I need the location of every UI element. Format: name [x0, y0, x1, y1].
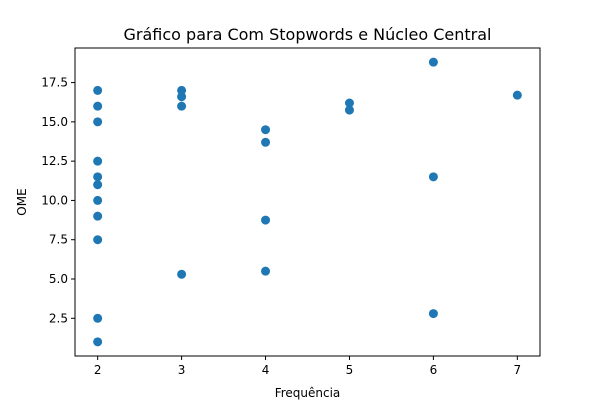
- data-point-9: [93, 235, 103, 245]
- data-point-8: [93, 211, 103, 221]
- data-point-16: [261, 125, 271, 135]
- x-tick-label: 3: [178, 363, 186, 377]
- x-tick-label: 4: [262, 363, 270, 377]
- data-point-15: [177, 269, 187, 279]
- data-point-1: [93, 85, 103, 95]
- data-point-25: [512, 90, 522, 100]
- chart-title: Gráfico para Com Stopwords e Núcleo Cent…: [124, 25, 492, 44]
- data-point-11: [93, 337, 103, 347]
- data-point-13: [177, 92, 187, 102]
- y-tick-label: 2.5: [49, 311, 68, 325]
- y-axis-ticks: 2.5 5.0 7.5 10.0 12.5 15.0 17.5: [41, 76, 75, 325]
- x-axis-label: Frequência: [275, 386, 341, 400]
- data-point-24: [428, 309, 438, 319]
- data-point-14: [177, 101, 187, 111]
- x-tick-label: 6: [430, 363, 438, 377]
- y-axis-label: OME: [15, 188, 29, 215]
- y-tick-label: 5.0: [49, 272, 68, 286]
- y-tick-label: 7.5: [49, 233, 68, 247]
- data-point-19: [261, 266, 271, 276]
- plot-area-frame: [74, 47, 541, 357]
- y-tick-label: 17.5: [41, 76, 68, 90]
- data-point-7: [93, 195, 103, 205]
- y-tick-label: 12.5: [41, 154, 68, 168]
- x-tick-label: 7: [514, 363, 522, 377]
- data-point-6: [93, 180, 103, 190]
- data-point-17: [261, 137, 271, 147]
- data-point-23: [428, 172, 438, 182]
- y-tick-label: 10.0: [41, 193, 68, 207]
- data-point-22: [428, 57, 438, 67]
- x-tick-label: 2: [94, 363, 102, 377]
- data-point-4: [93, 156, 103, 166]
- data-point-12: [177, 85, 187, 95]
- data-point-5: [93, 172, 103, 182]
- data-point-10: [93, 313, 103, 323]
- y-tick-label: 15.0: [41, 115, 68, 129]
- data-point-21: [344, 105, 354, 115]
- data-point-20: [344, 98, 354, 108]
- x-axis-ticks: 2 3 4 5 6 7: [94, 356, 521, 377]
- data-point-18: [261, 215, 271, 225]
- x-tick-label: 5: [346, 363, 354, 377]
- data-points: [93, 57, 522, 347]
- data-point-3: [93, 117, 103, 127]
- data-point-2: [93, 101, 103, 111]
